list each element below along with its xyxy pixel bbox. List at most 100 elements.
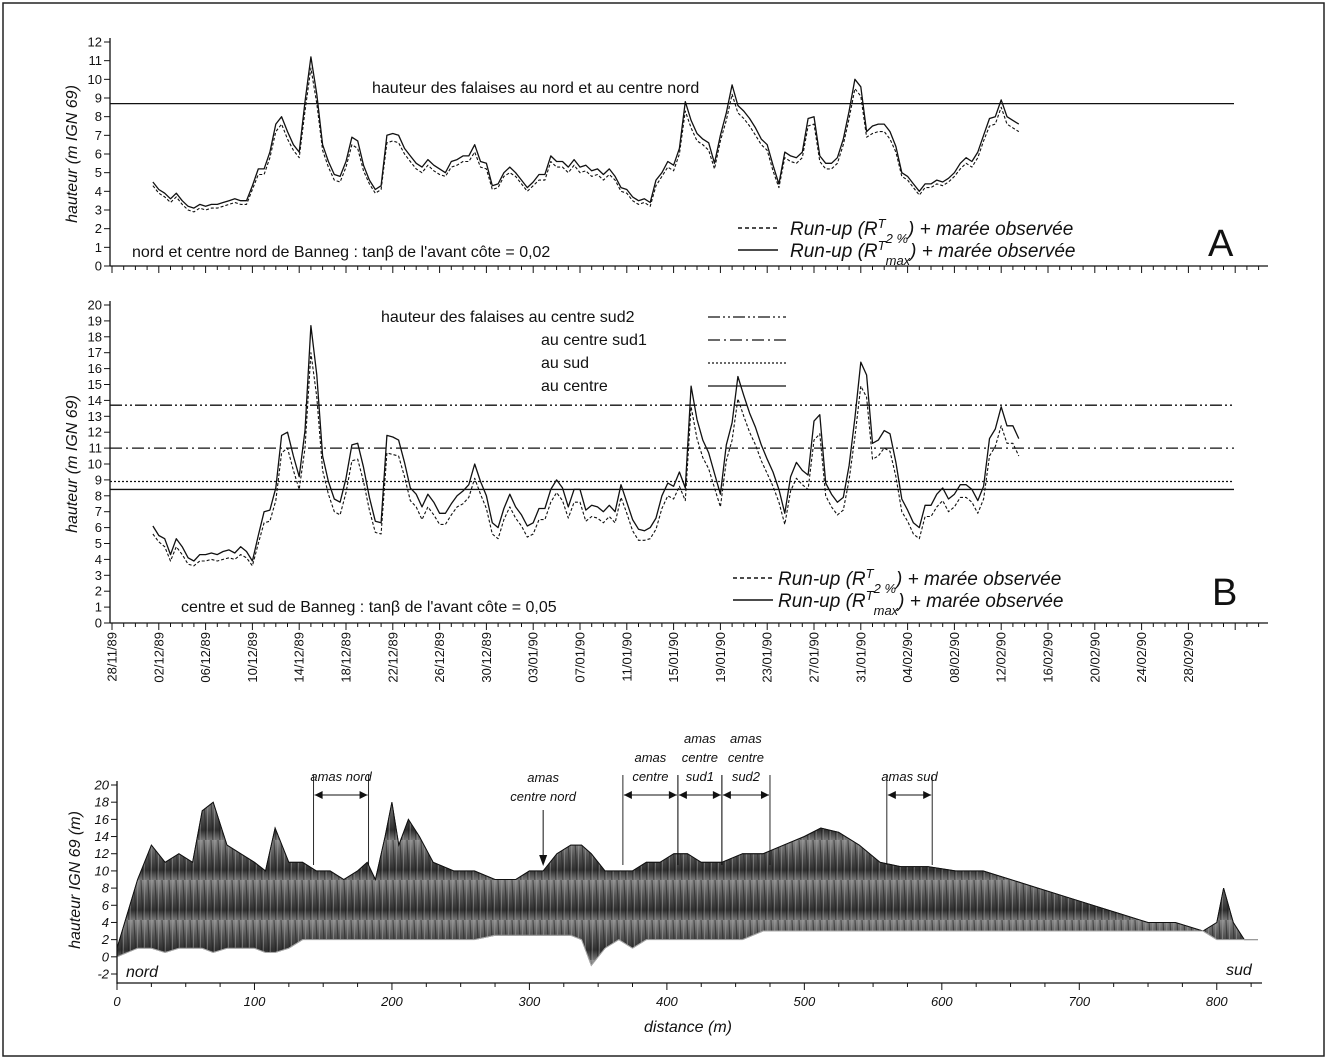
arrow-head	[539, 855, 548, 866]
y-tick-label: 16	[88, 361, 102, 376]
y-tick-label: 6	[95, 147, 102, 162]
panel-c-x-axis: 0 100 200 300 400 500 600 700 800	[113, 983, 1252, 1009]
y-tick-label: 1	[95, 600, 102, 615]
amas-label: sud2	[732, 769, 761, 784]
date-tick-label: 16/02/90	[1041, 632, 1056, 683]
date-tick-label: 23/01/90	[760, 632, 775, 683]
date-tick-label: 06/12/89	[198, 632, 213, 683]
y-tick-label: 12	[88, 425, 102, 440]
amas-label: centre	[682, 750, 718, 765]
y-tick-label: 8	[95, 488, 102, 503]
y-tick-label: 6	[95, 520, 102, 535]
date-tick-label: 31/01/90	[853, 632, 868, 683]
date-tick-label: 14/12/89	[292, 632, 307, 683]
panel-a-x-ticks	[111, 266, 1260, 273]
date-tick-label: 24/02/90	[1134, 632, 1149, 683]
panel-b-x-ticks	[111, 623, 1260, 630]
date-tick-label: 10/12/89	[245, 632, 260, 683]
date-tick-label: 18/12/89	[339, 632, 354, 683]
cliff-legend-sud: au sud	[541, 355, 589, 372]
date-tick-label: 19/01/90	[713, 632, 728, 683]
y-tick-label: 8	[102, 881, 110, 896]
panel-b-legend-dashed: Run-up (RT2 %) + marée observée	[778, 566, 1061, 596]
x-tick-label: 300	[519, 994, 541, 1009]
y-tick-label: -2	[97, 967, 109, 982]
cliff-legend-centre-sud2: hauteur des falaises au centre sud2	[381, 309, 635, 326]
arrow-head	[712, 791, 721, 799]
date-tick-label: 02/12/89	[151, 632, 166, 683]
y-tick-label: 3	[95, 568, 102, 583]
panel-c-x-label: distance (m)	[644, 1019, 732, 1036]
x-tick-label: 800	[1206, 994, 1228, 1009]
y-tick-label: 2	[95, 221, 102, 236]
y-tick-label: 4	[95, 552, 102, 567]
amas-label: amas	[527, 770, 559, 785]
y-tick-label: 15	[88, 377, 102, 392]
y-tick-label: 14	[95, 829, 109, 844]
date-tick-label: 07/01/90	[573, 632, 588, 683]
y-tick-label: 13	[88, 409, 102, 424]
y-tick-label: 0	[95, 616, 102, 631]
x-tick-label: 600	[931, 994, 953, 1009]
arrow-head	[678, 791, 687, 799]
date-tick-label: 28/02/90	[1181, 632, 1196, 683]
panel-b-annotation: centre et sud de Banneg : tanβ de l'avan…	[181, 599, 557, 616]
y-tick-label: 9	[95, 472, 102, 487]
y-tick-label: 10	[88, 72, 102, 87]
y-tick-label: 11	[89, 441, 103, 456]
y-tick-label: 5	[95, 165, 102, 180]
terrain-crest-line	[116, 801, 1258, 949]
date-tick-label: 26/12/89	[432, 632, 447, 683]
x-tick-label: 500	[793, 994, 815, 1009]
panel-a-legend-dashed: Run-up (RT2 %) + marée observée	[790, 216, 1073, 246]
panel-a-legend-solid: Run-up (RTmax) + marée observée	[790, 238, 1075, 268]
date-tick-label: 08/02/90	[947, 632, 962, 683]
x-tick-label: 700	[1068, 994, 1090, 1009]
sud-label: sud	[1226, 962, 1253, 979]
y-tick-label: 12	[88, 35, 102, 50]
panel-a-y-label: hauteur (m IGN 69)	[64, 85, 81, 223]
runup-rmax-line	[152, 325, 1020, 562]
date-tick-label: 03/01/90	[526, 632, 541, 683]
y-tick-label: 20	[94, 778, 110, 793]
y-tick-label: 3	[95, 203, 102, 218]
panel-b-label: B	[1212, 572, 1237, 614]
date-tick-label: 15/01/90	[666, 632, 681, 683]
panel-b-cliff-lines	[110, 404, 1234, 491]
y-tick-label: 14	[88, 393, 102, 408]
y-tick-label: 7	[95, 128, 102, 143]
cliff-legend-centre: au centre	[541, 378, 608, 395]
amas-label: amas	[634, 750, 666, 765]
y-tick-label: 12	[95, 846, 110, 861]
y-tick-label: 4	[102, 915, 109, 930]
arrow-head	[887, 791, 896, 799]
panel-b-series	[152, 325, 1020, 567]
y-tick-label: 0	[102, 949, 110, 964]
y-tick-label: 5	[95, 536, 102, 551]
y-tick-label: 9	[95, 91, 102, 106]
amas-label: sud1	[686, 769, 714, 784]
amas-label: amas	[684, 731, 716, 746]
panel-c-y-axis: -2 0 2 4 6 8 10 12 14 16 18 20	[94, 778, 117, 982]
panel-b-legend-solid: Run-up (RTmax) + marée observée	[778, 588, 1063, 618]
panel-a-annotation: nord et centre nord de Banneg : tanβ de …	[132, 244, 550, 261]
x-tick-label: 0	[113, 994, 121, 1009]
y-tick-label: 11	[89, 53, 103, 68]
date-tick-label: 11/01/90	[619, 632, 634, 682]
y-tick-label: 20	[88, 298, 102, 313]
y-tick-label: 18	[88, 329, 102, 344]
panel-a-label: A	[1208, 223, 1234, 265]
panel-b-date-labels: 28/11/89 02/12/89 06/12/89 10/12/89 14/12/89…	[105, 632, 1196, 683]
panel-b-y-label: hauteur (m IGN 69)	[64, 395, 81, 533]
arrow-head	[668, 791, 677, 799]
panel-a-legend: Run-up (RT2 %) + marée observée Run-up (…	[738, 216, 1075, 268]
panel-c: -2 0 2 4 6 8 10 12 14 16 18 20 0 100 200 300 400 500 600 7…	[67, 731, 1262, 1036]
y-tick-label: 4	[95, 184, 102, 199]
panel-a-series	[152, 56, 1020, 213]
x-tick-label: 400	[656, 994, 678, 1009]
